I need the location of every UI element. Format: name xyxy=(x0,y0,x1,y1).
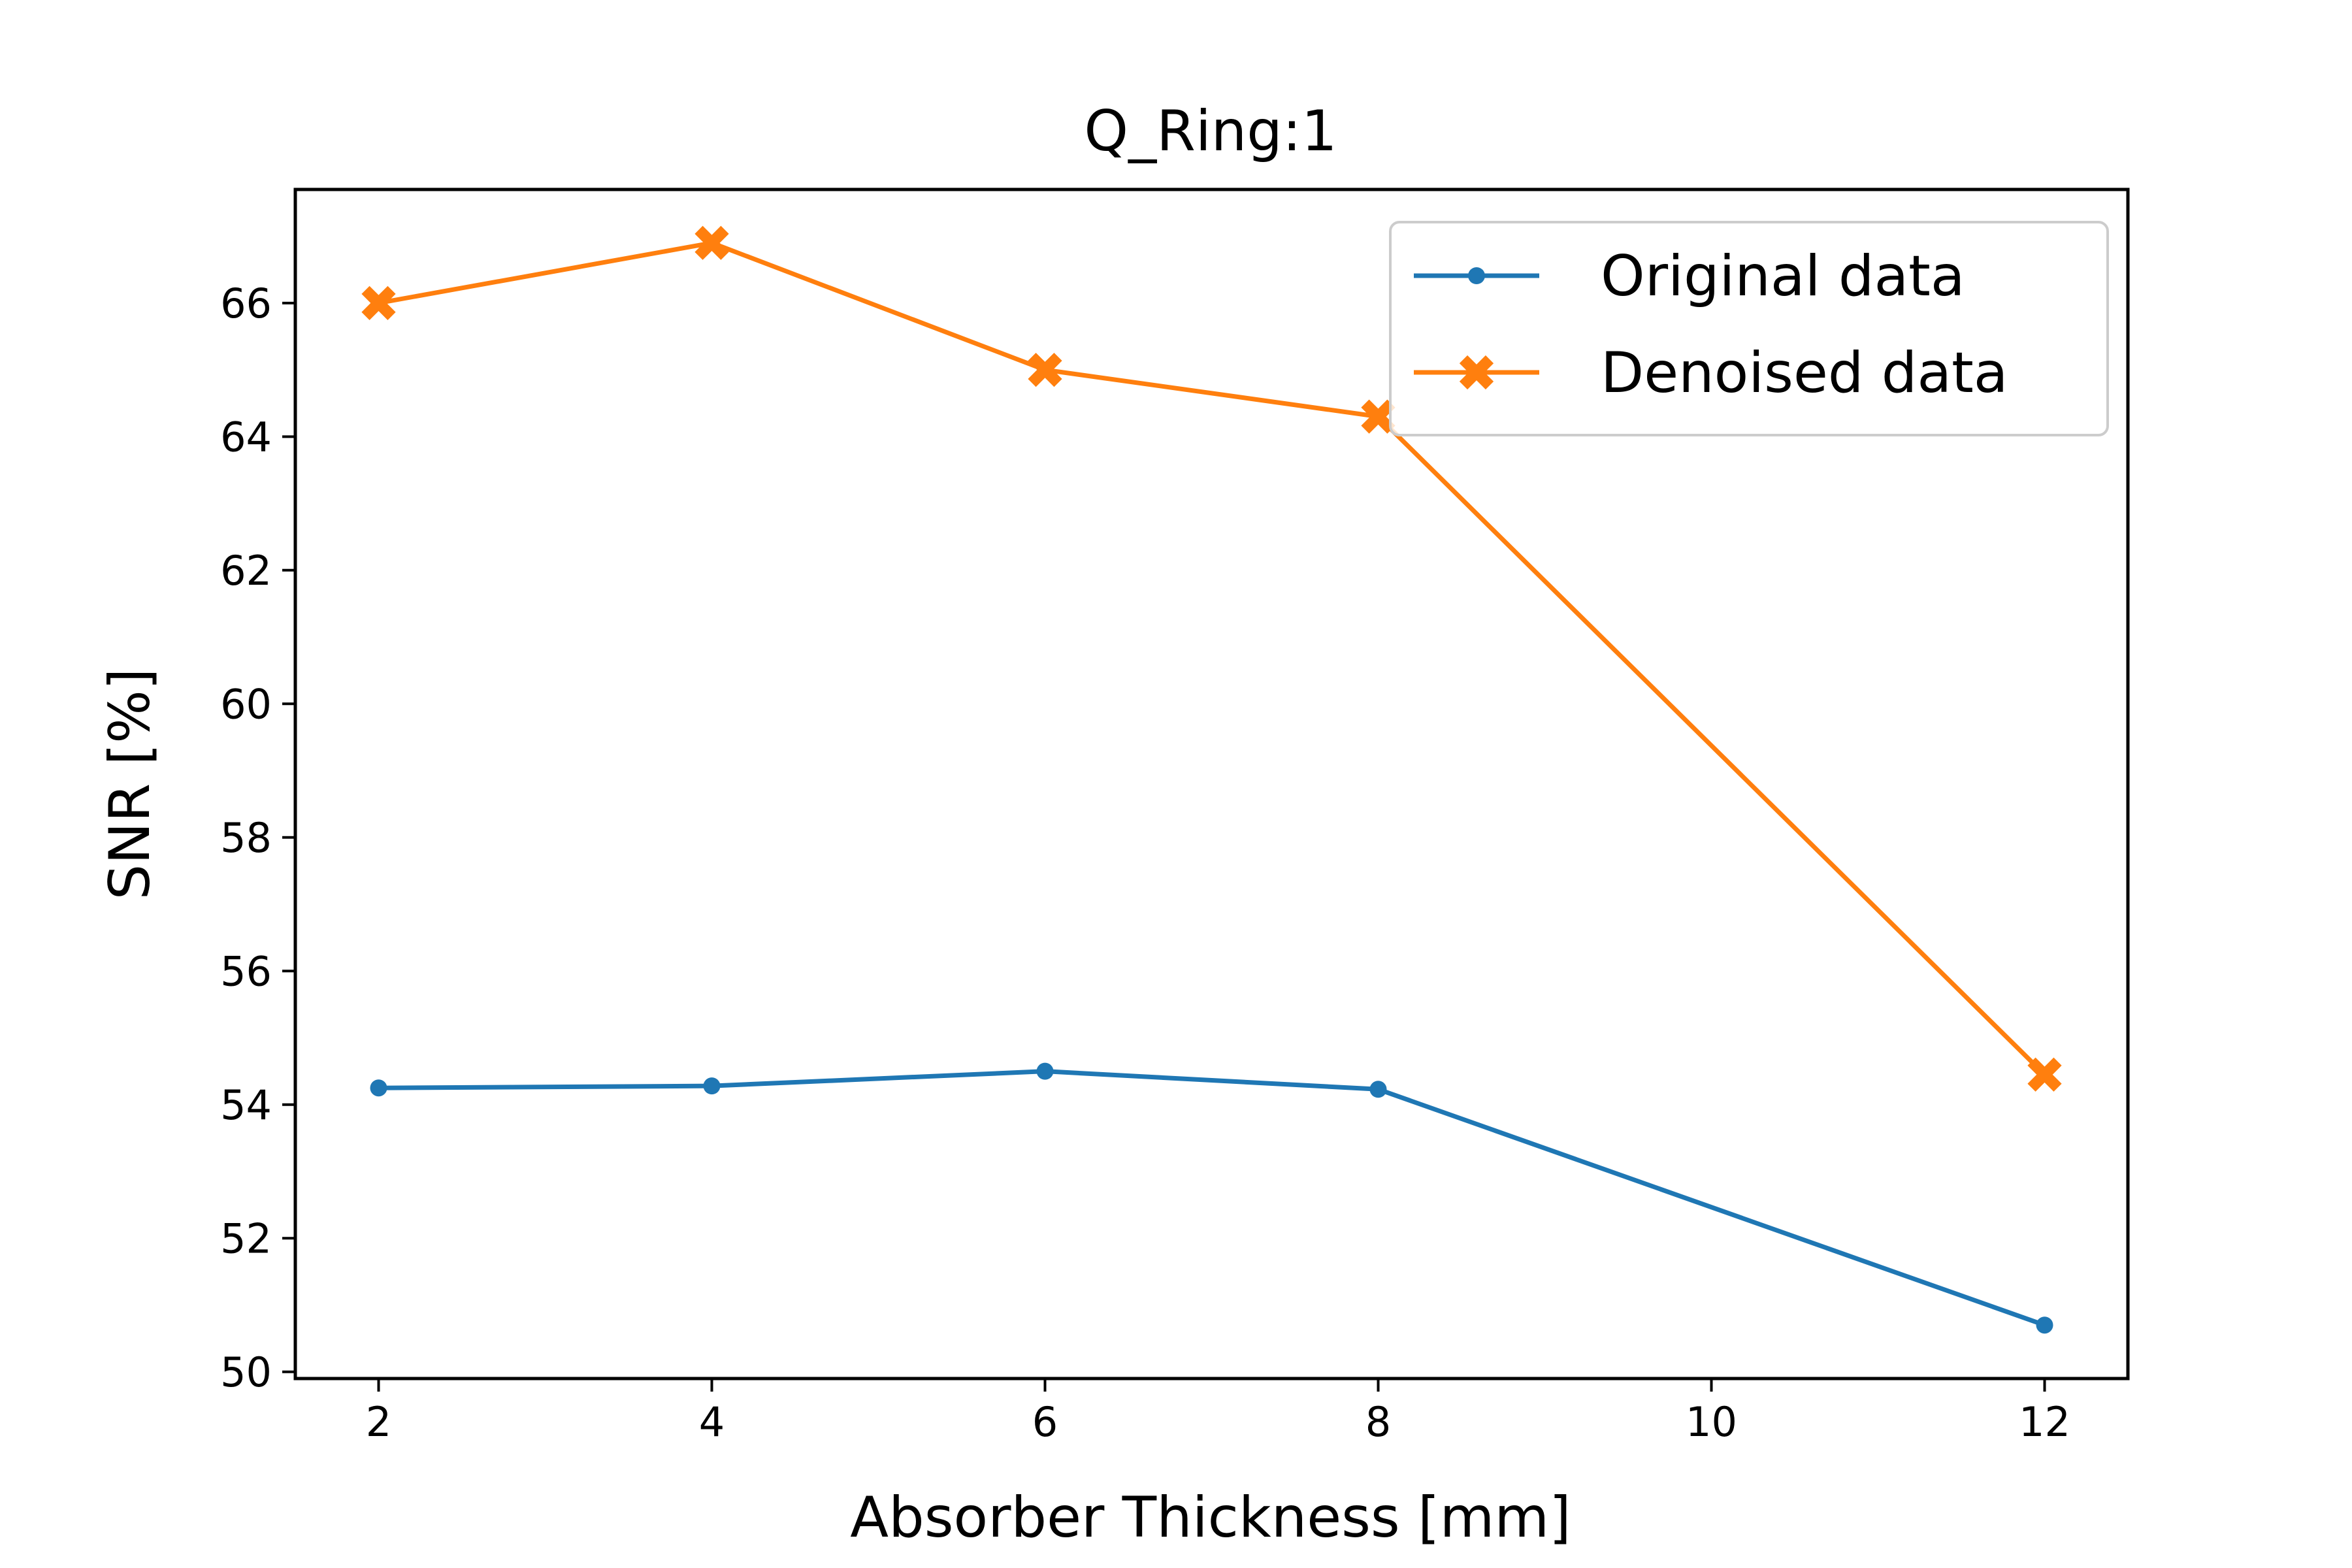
y-tick-label: 54 xyxy=(220,1081,272,1129)
legend-item: Denoised data xyxy=(1414,340,2008,406)
plot-frame xyxy=(293,188,2130,1380)
y-tick-label: 52 xyxy=(220,1215,272,1262)
x-tick-label: 10 xyxy=(1686,1398,1737,1446)
legend-box xyxy=(1389,221,2109,436)
plot-area xyxy=(361,225,2062,1334)
x-tick-label: 12 xyxy=(2019,1398,2070,1446)
data-point xyxy=(1369,1081,1387,1098)
legend-item: Original data xyxy=(1414,244,1965,309)
legend-label: Original data xyxy=(1601,244,1965,309)
legend: Original data Denoised data xyxy=(1389,221,2109,436)
legend-marker xyxy=(1468,267,1485,284)
y-tick-label: 64 xyxy=(220,413,272,461)
x-axis: 2 4 6 8 10 12 xyxy=(366,1379,2070,1446)
y-tick-label: 58 xyxy=(220,814,272,862)
y-axis-label: SNR [%] xyxy=(97,668,163,900)
y-tick-label: 62 xyxy=(220,547,272,595)
series-2 xyxy=(361,225,2062,1092)
data-point xyxy=(2027,1057,2062,1092)
data-point xyxy=(1036,1062,1054,1080)
data-point xyxy=(2036,1316,2053,1334)
legend-marker xyxy=(1459,355,1494,390)
x-tick-label: 4 xyxy=(699,1398,725,1446)
series-1 xyxy=(370,1062,2053,1334)
chart-title: Q_Ring:1 xyxy=(1084,99,1337,164)
y-axis: 50 52 54 56 58 60 62 64 66 xyxy=(220,280,295,1396)
x-tick-label: 2 xyxy=(366,1398,391,1446)
x-tick-label: 8 xyxy=(1365,1398,1391,1446)
x-axis-label: Absorber Thickness [mm] xyxy=(850,1485,1571,1550)
data-point xyxy=(370,1079,387,1097)
y-tick-label: 56 xyxy=(220,947,272,995)
legend-label: Denoised data xyxy=(1601,340,2008,406)
y-tick-label: 60 xyxy=(220,680,272,728)
y-tick-label: 66 xyxy=(220,280,272,327)
x-tick-label: 6 xyxy=(1032,1398,1058,1446)
data-point xyxy=(361,286,396,320)
data-point xyxy=(1028,352,1062,387)
y-tick-label: 50 xyxy=(220,1348,272,1396)
data-point xyxy=(694,225,729,260)
data-point xyxy=(703,1077,721,1095)
